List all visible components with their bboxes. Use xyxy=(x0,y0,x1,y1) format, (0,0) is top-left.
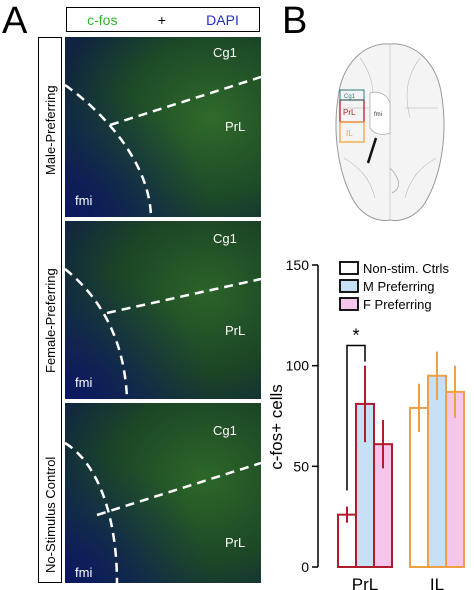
x-tick-label: IL xyxy=(430,575,444,590)
micrograph-female: Cg1 PrL fmi xyxy=(65,221,261,399)
legend-swatch xyxy=(339,297,359,311)
region-cg1-label: Cg1 xyxy=(213,45,237,60)
region-fmi-label: fmi xyxy=(75,193,93,208)
region-fmi-label: fmi xyxy=(75,565,93,580)
y-tick-label: 100 xyxy=(286,358,310,374)
x-tick-label: PrL xyxy=(352,575,378,590)
region-prl-label: PrL xyxy=(225,323,246,338)
cfos-bar-chart: 0 50 100 150 PrL IL * Non-stim. Ctrls M Prefer… xyxy=(267,257,465,590)
legend-label: Non-stim. Ctrls xyxy=(363,261,449,276)
group-label-male: Male-Preferring xyxy=(43,85,58,175)
significance-bracket xyxy=(346,344,366,491)
plus-label: + xyxy=(157,11,166,28)
atlas-cg1-label: Cg1 xyxy=(344,94,356,100)
y-tick-label: 50 xyxy=(293,458,309,474)
legend-label: M Preferring xyxy=(363,279,435,294)
region-prl-label: PrL xyxy=(225,119,246,134)
y-axis-label: c-fos+ cells xyxy=(267,384,286,470)
cfos-label: c-fos xyxy=(87,11,118,28)
region-prl-label: PrL xyxy=(225,535,246,550)
region-cg1-label: Cg1 xyxy=(213,231,237,246)
legend-swatch xyxy=(339,279,359,293)
group-label-frame xyxy=(38,37,62,583)
y-tick-label: 150 xyxy=(286,257,310,273)
bar xyxy=(445,390,465,568)
micrograph-control: Cg1 PrL fmi xyxy=(65,403,261,583)
atlas-schematic: Cg1 PrL IL fmi xyxy=(335,43,445,221)
legend-label: F Preferring xyxy=(363,297,432,312)
stain-legend: c-fos + DAPI xyxy=(66,7,260,32)
group-label-female: Female-Preferring xyxy=(43,268,58,373)
micrograph-male: Cg1 PrL fmi xyxy=(65,37,261,217)
atlas-fmi-label: fmi xyxy=(374,112,382,118)
legend-swatch xyxy=(339,261,359,275)
group-label-control: No-Stimulus Control xyxy=(43,456,58,573)
bar xyxy=(427,374,447,568)
significance-star: * xyxy=(352,326,359,346)
atlas-il-label: IL xyxy=(346,129,353,138)
dapi-label: DAPI xyxy=(206,11,239,28)
panel-a-letter: A xyxy=(2,0,28,42)
y-tick-label: 0 xyxy=(301,559,309,575)
region-fmi-label: fmi xyxy=(75,375,93,390)
region-cg1-label: Cg1 xyxy=(213,423,237,438)
panel-b-letter: B xyxy=(282,0,308,42)
atlas-prl-label: PrL xyxy=(343,108,356,117)
